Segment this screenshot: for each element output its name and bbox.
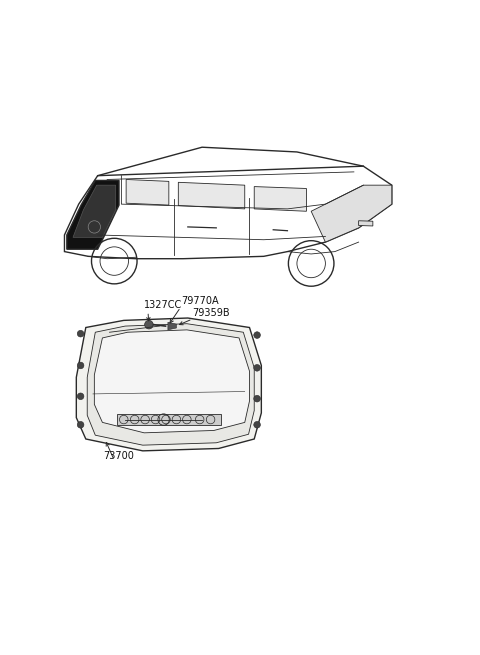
Circle shape [144,320,153,329]
Polygon shape [168,322,177,330]
Text: 1327CC: 1327CC [144,301,182,310]
Polygon shape [64,147,392,259]
Polygon shape [179,182,245,209]
Polygon shape [117,414,221,424]
Text: 79359B: 79359B [192,308,230,318]
Circle shape [254,332,261,339]
Polygon shape [76,318,261,451]
Circle shape [77,362,84,369]
Circle shape [254,396,261,402]
Circle shape [77,393,84,400]
Polygon shape [95,330,250,433]
Polygon shape [359,221,373,226]
Polygon shape [73,185,116,237]
Polygon shape [87,324,254,445]
Polygon shape [67,180,119,249]
Text: 79770A: 79770A [180,296,218,306]
Circle shape [77,330,84,337]
Circle shape [254,364,261,371]
Text: 73700: 73700 [103,451,134,461]
Circle shape [254,421,261,428]
Polygon shape [126,179,169,205]
Circle shape [77,421,84,428]
Polygon shape [311,185,392,242]
Polygon shape [254,187,306,212]
